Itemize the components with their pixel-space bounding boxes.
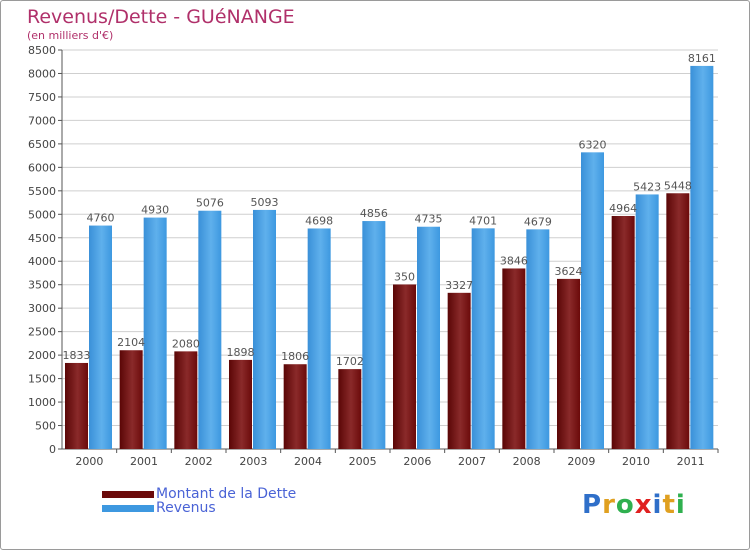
y-tick-label: 2000 (28, 349, 56, 362)
x-tick-label: 2006 (403, 455, 431, 468)
bar-revenus (526, 229, 550, 449)
y-tick-label: 0 (49, 443, 56, 456)
legend-item-revenus: Revenus (102, 500, 216, 516)
bar-debt (174, 351, 198, 449)
y-tick-label: 8500 (28, 44, 56, 57)
data-label-revenus: 5093 (251, 196, 279, 209)
data-label-revenus: 4698 (305, 214, 333, 227)
data-label-revenus: 5076 (196, 197, 224, 210)
bar-revenus (89, 225, 112, 449)
chart-title: Revenus/Dette - GUéNANGE (27, 6, 295, 28)
data-label-debt: 2080 (172, 337, 200, 350)
data-label-revenus: 4679 (524, 215, 552, 228)
bar-revenus (581, 152, 604, 449)
bar-revenus (417, 226, 440, 449)
y-tick-label: 500 (35, 420, 56, 433)
bar-debt (283, 364, 307, 449)
bar-debt (447, 292, 471, 449)
logo-letter: x (634, 490, 653, 520)
bar-debt (338, 369, 362, 449)
y-tick-label: 3500 (28, 279, 56, 292)
legend-swatch-revenus (102, 504, 154, 512)
data-label-revenus: 4701 (469, 214, 497, 227)
bar-revenus (198, 210, 222, 449)
y-tick-label: 6500 (28, 138, 56, 151)
x-tick-label: 2003 (239, 455, 267, 468)
y-tick-label: 4500 (28, 232, 56, 245)
plot-area (62, 50, 718, 449)
data-label-revenus: 4856 (360, 207, 388, 220)
logo-letter: o (615, 490, 635, 520)
logo-letter: t (662, 490, 676, 520)
proxiti-logo: Proxiti (582, 490, 686, 520)
logo-letter: r (602, 490, 616, 520)
data-label-revenus: 8161 (688, 52, 716, 65)
data-label-debt: 5448 (664, 179, 692, 192)
legend-swatch-debt (102, 490, 154, 498)
data-label-revenus: 4760 (87, 212, 115, 225)
bar-debt (119, 350, 143, 449)
bar-revenus (471, 228, 495, 449)
chart-subtitle: (en milliers d'€) (27, 29, 114, 42)
bar-debt (557, 278, 580, 449)
bar-revenus (143, 217, 167, 449)
x-tick-label: 2002 (185, 455, 213, 468)
logo-letter: i (652, 490, 663, 520)
y-tick-label: 5500 (28, 185, 56, 198)
x-tick-label: 2007 (458, 455, 486, 468)
y-tick-label: 4000 (28, 255, 56, 268)
data-label-revenus: 5423 (633, 180, 661, 193)
data-label-debt: 1702 (336, 355, 364, 368)
bar-debt (502, 268, 526, 449)
bar-debt (229, 359, 252, 449)
data-label-debt: 2104 (117, 336, 145, 349)
bar-revenus (635, 194, 659, 449)
data-label-revenus: 4930 (141, 204, 169, 217)
y-tick-label: 8000 (28, 67, 56, 80)
data-label-debt: 4964 (609, 202, 637, 215)
bar-revenus (253, 209, 276, 449)
data-label-debt: 3327 (445, 279, 473, 292)
x-tick-label: 2004 (294, 455, 322, 468)
bar-debt (666, 193, 690, 449)
legend-label-debt: Montant de la Dette (156, 486, 297, 502)
data-label-debt: 1806 (281, 350, 309, 363)
bar-debt (65, 362, 88, 449)
data-label-revenus: 6320 (579, 138, 607, 151)
bar-revenus (307, 228, 331, 449)
x-tick-label: 2000 (75, 455, 103, 468)
y-tick-label: 2500 (28, 326, 56, 339)
x-tick-label: 2009 (567, 455, 595, 468)
y-tick-label: 7000 (28, 114, 56, 127)
y-tick-label: 7500 (28, 91, 56, 104)
data-label-debt: 3624 (555, 265, 583, 278)
x-tick-label: 2005 (349, 455, 377, 468)
legend-label-revenus: Revenus (156, 500, 216, 516)
data-label-debt: 350 (394, 270, 415, 283)
logo-letter: i (675, 490, 686, 520)
y-tick-label: 5000 (28, 208, 56, 221)
y-tick-label: 1000 (28, 396, 56, 409)
data-label-debt: 3846 (500, 254, 528, 267)
y-tick-label: 1500 (28, 373, 56, 386)
y-tick-label: 3000 (28, 302, 56, 315)
x-tick-label: 2001 (130, 455, 158, 468)
bar-revenus (690, 65, 714, 449)
x-tick-label: 2011 (677, 455, 705, 468)
bar-debt (611, 215, 635, 449)
logo-letter: P (582, 490, 603, 520)
data-label-debt: 1833 (63, 349, 91, 362)
x-tick-label: 2010 (622, 455, 650, 468)
data-label-debt: 1898 (227, 346, 255, 359)
data-label-revenus: 4735 (415, 213, 443, 226)
bar-revenus (362, 221, 386, 449)
y-tick-label: 6000 (28, 161, 56, 174)
legend-item-debt: Montant de la Dette (102, 486, 296, 502)
x-tick-label: 2008 (513, 455, 541, 468)
bar-debt (393, 284, 416, 449)
